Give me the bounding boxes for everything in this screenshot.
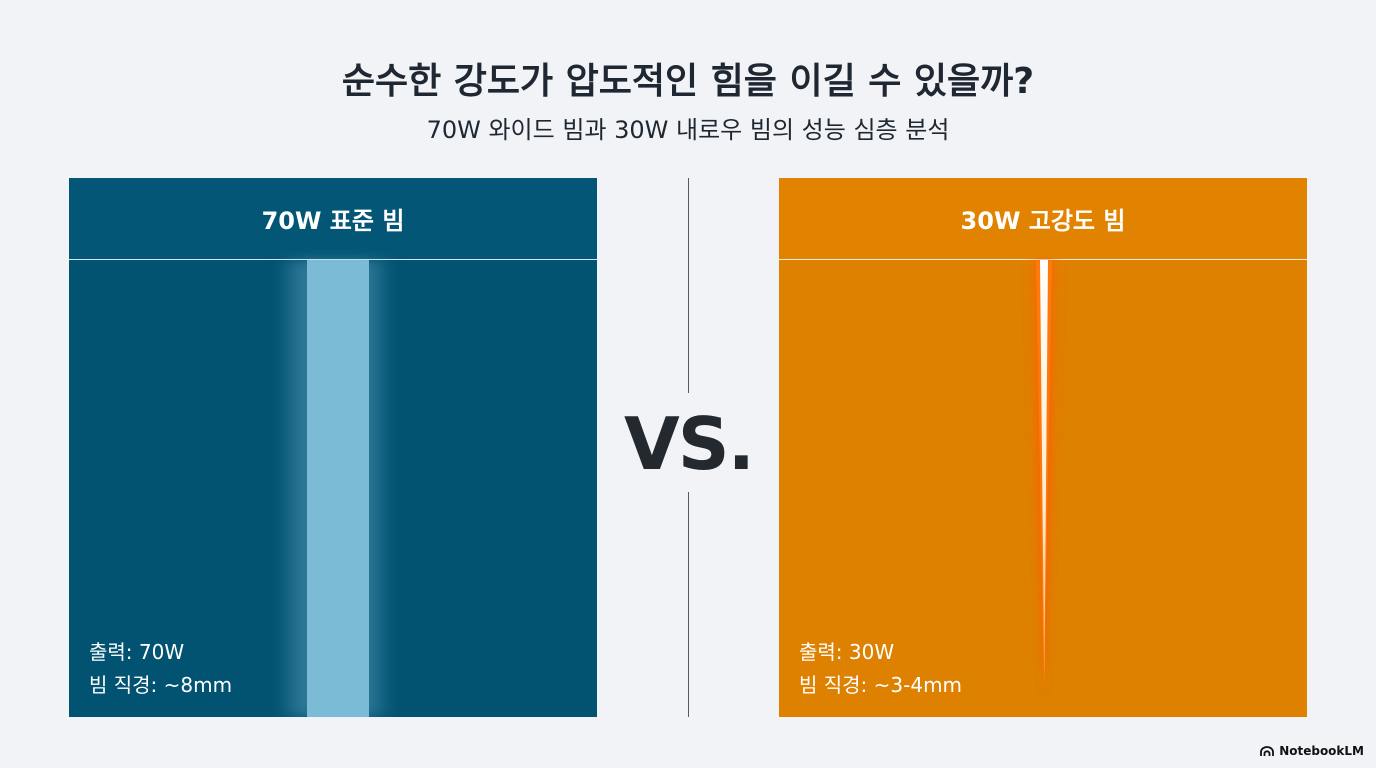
page-subtitle: 70W 와이드 빔과 30W 내로우 빔의 성능 심층 분석 (426, 116, 950, 144)
notebooklm-logo-icon (1260, 745, 1275, 757)
high-intensity-beam-diameter: 빔 직경: ~3-4mm (799, 673, 963, 697)
standard-beam-stats: 출력: 70W 빔 직경: ~8mm (89, 636, 232, 702)
wide-beam (307, 260, 369, 717)
center-divider-top (688, 178, 689, 393)
standard-beam-title: 70W 표준 빔 (69, 178, 597, 259)
high-intensity-beam-title: 30W 고강도 빔 (779, 178, 1307, 259)
vs-label: VS. (624, 402, 755, 486)
narrow-beam (1027, 260, 1061, 693)
high-intensity-beam-stats: 출력: 30W 빔 직경: ~3-4mm (799, 636, 962, 702)
high-intensity-beam-output: 출력: 30W (799, 640, 895, 664)
brand-watermark: NotebookLM (1260, 744, 1364, 758)
panel-divider (779, 259, 1307, 260)
brand-name: NotebookLM (1279, 744, 1364, 758)
panel-divider (69, 259, 597, 260)
page-title: 순수한 강도가 압도적인 힘을 이길 수 있을까? (341, 61, 1035, 102)
high-intensity-beam-panel: 30W 고강도 빔 출력: 30W 빔 직경: ~3-4mm (779, 178, 1307, 717)
standard-beam-diameter: 빔 직경: ~8mm (89, 673, 233, 697)
standard-beam-output: 출력: 70W (89, 640, 185, 664)
narrow-beam-core (1040, 260, 1048, 683)
standard-beam-panel: 70W 표준 빔 출력: 70W 빔 직경: ~8mm (69, 178, 597, 717)
center-divider-bottom (688, 492, 689, 717)
